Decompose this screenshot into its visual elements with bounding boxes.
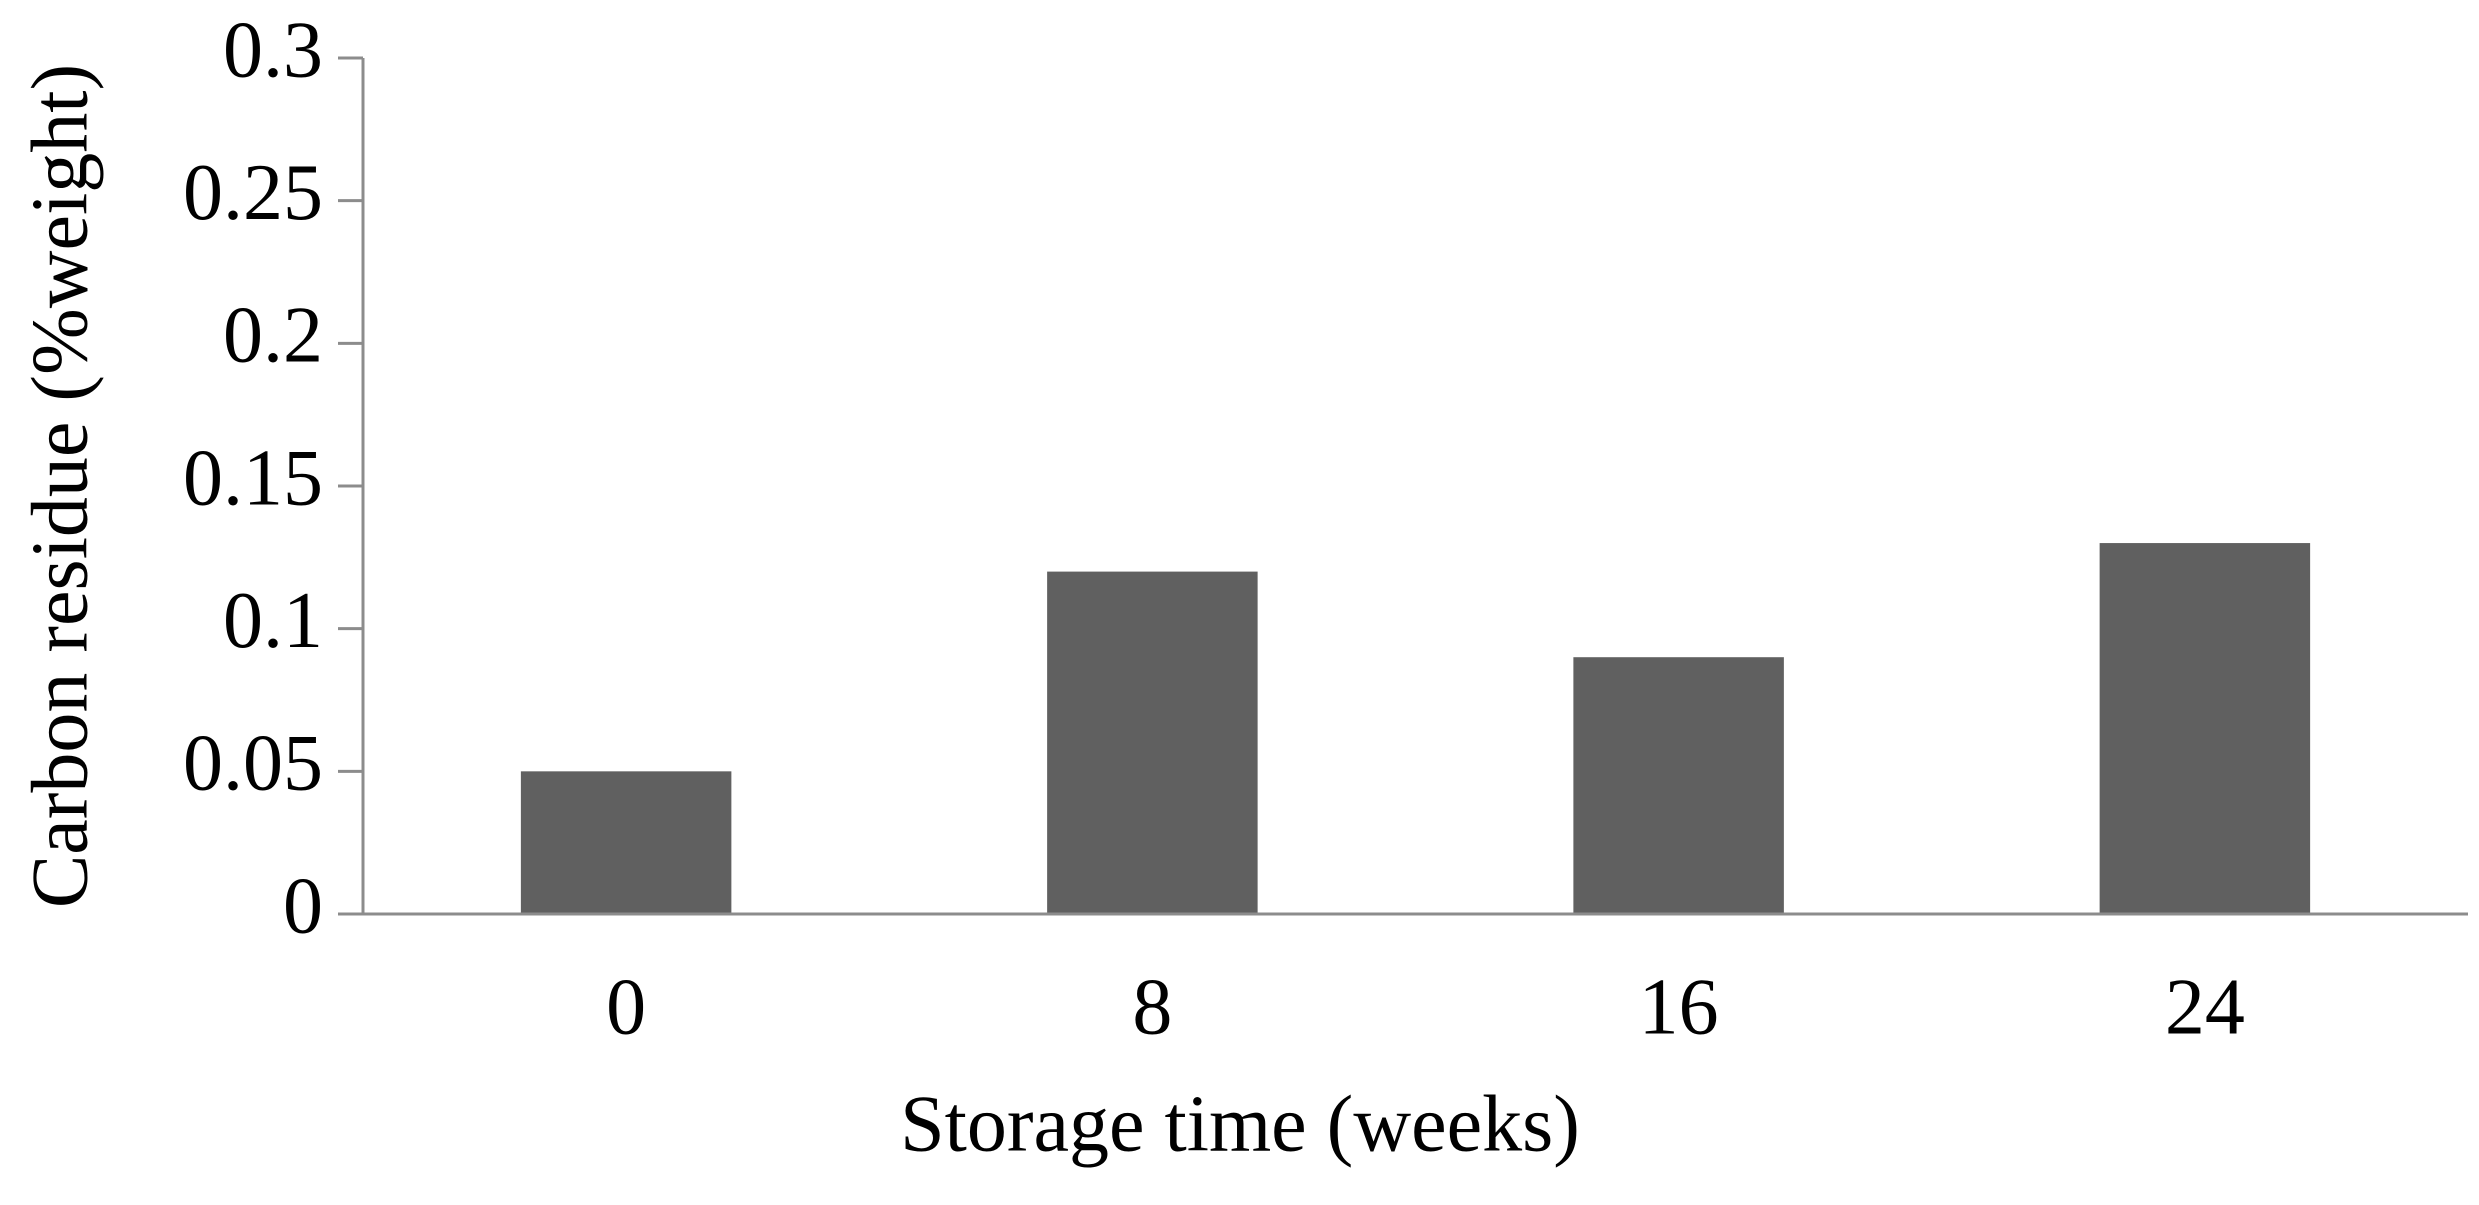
y-tick-label: 0.05 xyxy=(183,720,323,808)
x-tick-label: 8 xyxy=(1132,963,1172,1051)
bar xyxy=(1047,571,1258,914)
bar xyxy=(520,771,732,914)
y-tick-label: 0.1 xyxy=(223,577,323,665)
x-tick-label: 16 xyxy=(1639,963,1719,1051)
y-tick-label: 0 xyxy=(283,862,323,950)
bar xyxy=(2099,543,2311,914)
y-tick-label: 0.25 xyxy=(183,149,323,237)
y-tick-label: 0.2 xyxy=(223,292,323,380)
x-tick-label: 0 xyxy=(606,963,646,1051)
y-tick-label: 0.15 xyxy=(183,434,323,522)
x-tick-label: 24 xyxy=(2165,963,2245,1051)
bar xyxy=(1573,657,1784,914)
y-tick-label: 0.3 xyxy=(223,6,323,94)
x-axis-label: Storage time (weeks) xyxy=(900,1080,1580,1168)
y-axis-label: Carbon residue (%weight) xyxy=(16,64,104,908)
